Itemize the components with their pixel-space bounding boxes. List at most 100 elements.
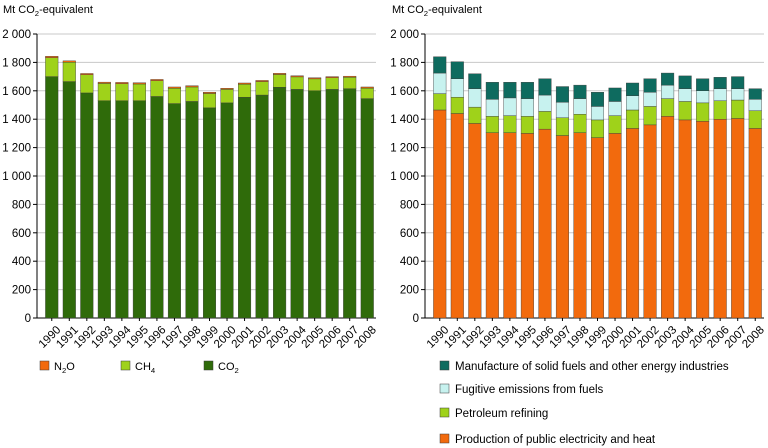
right-bar-manufacture	[433, 56, 447, 74]
right-bar-manufacture	[643, 78, 657, 93]
left-bar-ch4	[343, 77, 357, 89]
left-bar-n2o	[290, 75, 304, 78]
left-bar-n2o	[185, 85, 199, 88]
left-bar-ch4	[238, 83, 252, 98]
left-bar-ch4	[273, 74, 287, 88]
right-bar-fugitive	[503, 97, 517, 116]
right-bar-fugitive	[555, 101, 569, 118]
right-bar-refining	[713, 100, 727, 120]
right-bar-fugitive	[696, 90, 710, 104]
right-legend-label-fugitive: Fugitive emissions from fuels	[455, 384, 604, 396]
left-bar-n2o	[343, 75, 357, 78]
right-bar-fugitive	[643, 92, 657, 107]
right-bar-public	[608, 133, 622, 319]
left-y-tick-label: 400	[12, 256, 31, 268]
left-bar-ch4	[202, 93, 217, 109]
right-bar-fugitive	[608, 101, 622, 116]
left-bar-n2o	[308, 77, 322, 80]
left-bar-ch4	[97, 83, 111, 101]
left-y-axis-title: Mt CO2-equivalent	[3, 4, 93, 18]
right-bar-public	[538, 128, 552, 319]
right-bar-manufacture	[485, 82, 499, 100]
left-y-tick-label: 800	[12, 199, 31, 211]
left-bar-co2	[202, 107, 217, 319]
left-y-tick-label: 600	[12, 228, 31, 240]
left-bar-n2o	[80, 73, 94, 75]
left-bar-ch4	[167, 88, 181, 104]
left-legend-swatch-co2	[203, 360, 214, 371]
left-bar-co2	[255, 94, 269, 319]
left-y-tick-label: 1 200	[2, 143, 31, 155]
right-y-tick-label: 0	[413, 313, 419, 325]
right-y-tick-label: 200	[400, 285, 419, 297]
right-bar-public	[731, 118, 745, 319]
right-bar-refining	[748, 110, 762, 129]
right-legend-swatch-public	[439, 433, 450, 444]
right-legend-label-manufacture: Manufacture of solid fuels and other ene…	[455, 361, 729, 373]
right-bar-public	[643, 124, 657, 319]
right-bar-public	[433, 109, 447, 319]
left-bar-n2o	[150, 79, 164, 81]
right-bar-fugitive	[661, 84, 675, 99]
left-legend-swatch-n2o	[39, 360, 50, 371]
left-bar-co2	[97, 100, 111, 319]
right-bar-manufacture	[468, 73, 482, 89]
left-bar-n2o	[220, 88, 234, 90]
right-bar-refining	[538, 111, 552, 130]
right-bar-public	[520, 133, 534, 319]
right-bar-manufacture	[590, 92, 605, 107]
left-bar-ch4	[220, 89, 234, 104]
right-bar-refining	[678, 101, 692, 121]
right-y-tick-label: 1 800	[390, 57, 419, 69]
right-bar-fugitive	[433, 72, 447, 94]
left-bar-co2	[45, 76, 59, 319]
left-bar-n2o	[325, 76, 339, 78]
left-bar-n2o	[62, 60, 76, 63]
left-bar-ch4	[115, 83, 129, 101]
left-bar-ch4	[150, 80, 164, 97]
right-y-tick-label: 2 000	[390, 29, 419, 41]
right-bar-manufacture	[450, 61, 464, 79]
right-bar-refining	[520, 116, 534, 134]
right-legend-swatch-manufacture	[439, 360, 450, 371]
right-bar-fugitive	[678, 88, 692, 102]
right-bar-manufacture	[626, 82, 640, 96]
right-bar-public	[468, 123, 482, 319]
right-bar-fugitive	[731, 88, 745, 101]
right-bar-fugitive	[538, 94, 552, 112]
right-bar-manufacture	[678, 75, 692, 89]
right-bar-public	[450, 113, 464, 319]
right-bar-manufacture	[520, 82, 534, 99]
right-bar-manufacture	[713, 77, 727, 89]
left-bar-ch4	[325, 77, 339, 90]
right-bar-refining	[731, 99, 745, 119]
left-bar-n2o	[115, 82, 129, 84]
right-bar-manufacture	[555, 86, 569, 103]
right-bar-public	[696, 121, 710, 319]
right-bar-refining	[643, 106, 657, 126]
left-bar-n2o	[360, 86, 374, 89]
right-bar-refining	[608, 115, 622, 134]
left-bar-co2	[360, 98, 374, 319]
left-bar-n2o	[97, 81, 111, 84]
right-y-tick-label: 1 200	[390, 143, 419, 155]
right-bar-fugitive	[626, 95, 640, 111]
right-bar-fugitive	[485, 99, 499, 117]
left-bar-ch4	[360, 87, 374, 99]
right-bar-manufacture	[573, 84, 587, 99]
right-bar-refining	[468, 106, 482, 124]
right-chart: Mt CO2-equivalent 0 200 400 600 800 1 000 1 200…	[390, 4, 767, 351]
right-bar-public	[661, 116, 675, 319]
right-y-axis-title: Mt CO2-equivalent	[392, 4, 482, 18]
left-bar-n2o	[167, 86, 181, 89]
right-bar-refining	[485, 116, 499, 133]
right-legend-swatch-fugitive	[439, 383, 450, 394]
right-bar-refining	[433, 93, 447, 111]
left-bar-co2	[132, 100, 146, 319]
right-bar-manufacture	[538, 78, 552, 96]
right-bar-public	[503, 132, 517, 319]
right-bar-fugitive	[590, 106, 605, 121]
right-legend-label-refining: Petroleum refining	[455, 408, 548, 420]
left-bar-ch4	[62, 62, 76, 82]
right-bar-public	[626, 128, 640, 319]
